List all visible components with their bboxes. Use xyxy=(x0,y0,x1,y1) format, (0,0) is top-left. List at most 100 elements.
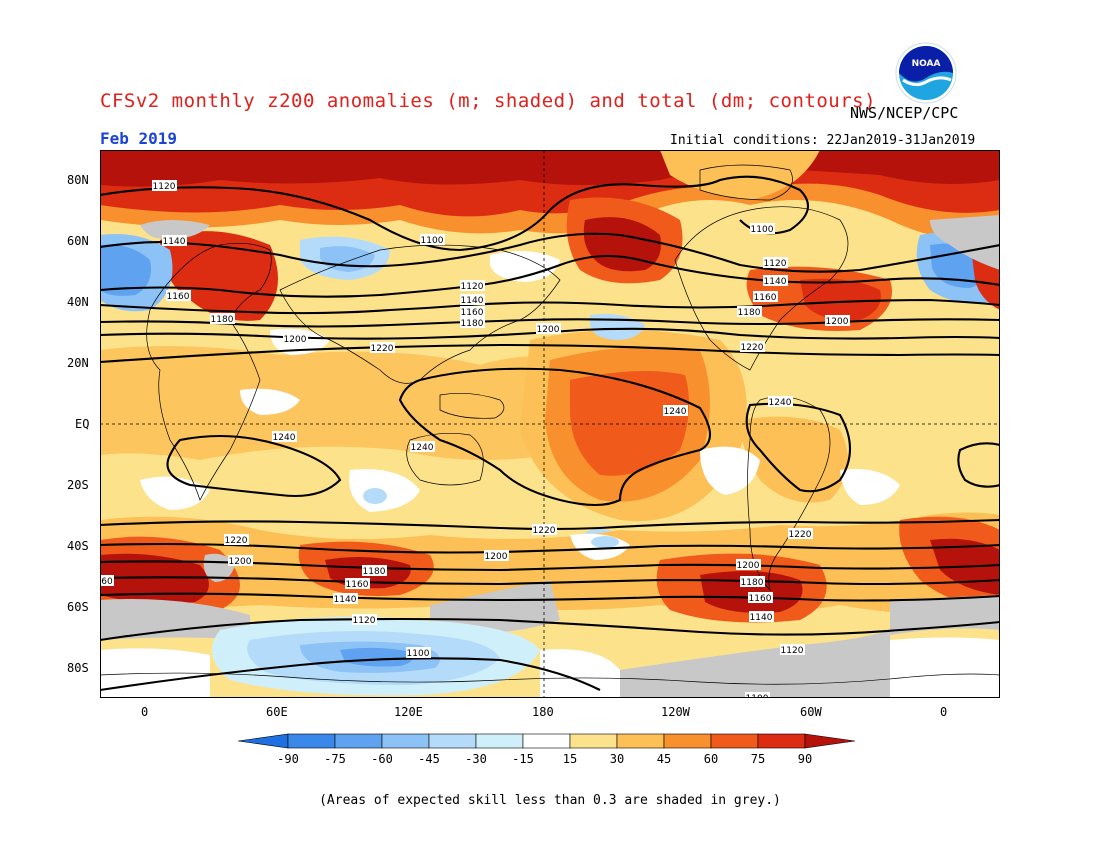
contour-label: 1220 xyxy=(532,524,557,536)
contour-label: 1220 xyxy=(224,534,249,546)
colorbar-box xyxy=(663,733,712,749)
contour-label: 1120 xyxy=(780,644,805,656)
colorbar-arrow-right xyxy=(804,733,856,749)
colorbar-box xyxy=(287,733,336,749)
lat-label: 60S xyxy=(67,600,89,614)
contour-label: 1200 xyxy=(283,333,308,345)
contour-label: 1160 xyxy=(753,291,778,303)
contour-label: 1120 xyxy=(352,614,377,626)
svg-text:1220: 1220 xyxy=(225,536,248,546)
colorbar-tick-label: 60 xyxy=(704,752,718,766)
colorbar-box xyxy=(616,733,665,749)
noaa-logo: NOAA xyxy=(895,42,957,104)
contour-label: 1120 xyxy=(763,257,788,269)
svg-text:1180: 1180 xyxy=(738,308,761,318)
svg-text:1120: 1120 xyxy=(461,282,484,292)
svg-text:1120: 1120 xyxy=(764,259,787,269)
svg-text:1220: 1220 xyxy=(371,344,394,354)
lon-label: 0 xyxy=(940,705,948,719)
lon-label: 0 xyxy=(141,705,149,719)
colorbar-tick-label: 15 xyxy=(563,752,577,766)
initial-conditions: Initial conditions: 22Jan2019-31Jan2019 xyxy=(670,133,976,148)
contour-label: 1160 xyxy=(748,592,773,604)
contour-label: 60 xyxy=(100,575,114,587)
lat-label: 80N xyxy=(67,173,89,187)
colorbar-box xyxy=(757,733,806,749)
skill-note: (Areas of expected skill less than 0.3 a… xyxy=(319,793,781,808)
svg-text:1240: 1240 xyxy=(664,407,687,417)
svg-text:1240: 1240 xyxy=(411,443,434,453)
contour-label: 1240 xyxy=(663,405,688,417)
contour-label: 1140 xyxy=(162,235,187,247)
svg-text:1160: 1160 xyxy=(167,292,190,302)
colorbar-tick-label: -90 xyxy=(277,752,299,766)
contour-label: 1100 xyxy=(745,692,770,698)
svg-text:1100: 1100 xyxy=(746,694,769,698)
colorbar-tick-label: 45 xyxy=(657,752,671,766)
contour-label: 1140 xyxy=(333,593,358,605)
colorbar-box xyxy=(710,733,759,749)
colorbar-tick-label: -45 xyxy=(418,752,440,766)
svg-text:1140: 1140 xyxy=(461,296,484,306)
lat-label: 20S xyxy=(67,478,89,492)
chart-title: CFSv2 monthly z200 anomalies (m; shaded)… xyxy=(100,90,877,112)
lat-label: 40N xyxy=(67,295,89,309)
contour-label: 1200 xyxy=(484,550,509,562)
contour-label: 1200 xyxy=(536,323,561,335)
svg-text:1140: 1140 xyxy=(334,595,357,605)
contour-label: 1140 xyxy=(749,611,774,623)
contour-label: 1200 xyxy=(736,559,761,571)
svg-text:1200: 1200 xyxy=(737,561,760,571)
colorbar-tick-label: 75 xyxy=(751,752,765,766)
contour-label: 1220 xyxy=(370,342,395,354)
lat-label: 80S xyxy=(67,661,89,675)
lon-label: 60W xyxy=(800,705,822,719)
contour-label: 1180 xyxy=(740,576,765,588)
lon-label: 60E xyxy=(266,705,288,719)
contour-label: 1240 xyxy=(272,431,297,443)
agency-label: NWS/NCEP/CPC xyxy=(850,104,959,122)
contour-label: 1100 xyxy=(750,223,775,235)
contour-label: 1120 xyxy=(152,180,177,192)
anomaly-map: 1120 1100 1100 1140 1120 1120 1160 1140 … xyxy=(100,150,1000,698)
svg-text:1200: 1200 xyxy=(284,335,307,345)
contour-label: 1180 xyxy=(737,306,762,318)
contour-label: 1160 xyxy=(345,578,370,590)
contour-label: 1240 xyxy=(410,441,435,453)
svg-text:1240: 1240 xyxy=(769,398,792,408)
contour-label: 1180 xyxy=(362,565,387,577)
lat-label: 20N xyxy=(67,356,89,370)
contour-label: 1140 xyxy=(763,275,788,287)
svg-text:1140: 1140 xyxy=(163,237,186,247)
svg-text:1200: 1200 xyxy=(537,325,560,335)
lon-label: 180 xyxy=(532,705,554,719)
svg-text:1100: 1100 xyxy=(751,225,774,235)
contour-label: 1160 xyxy=(460,306,485,318)
lat-label: 60N xyxy=(67,234,89,248)
lon-label: 120E xyxy=(394,705,423,719)
lat-label: 40S xyxy=(67,539,89,553)
svg-text:1220: 1220 xyxy=(741,343,764,353)
contour-label: 1200 xyxy=(228,555,253,567)
contour-label: 1220 xyxy=(740,341,765,353)
contour-label: 1160 xyxy=(166,290,191,302)
contour-label: 1240 xyxy=(768,396,793,408)
svg-text:1100: 1100 xyxy=(407,649,430,659)
svg-text:1200: 1200 xyxy=(826,317,849,327)
colorbar-tick-label: -15 xyxy=(512,752,534,766)
lon-label: 120W xyxy=(661,705,690,719)
contour-label: 1220 xyxy=(788,528,813,540)
svg-text:1180: 1180 xyxy=(461,319,484,329)
svg-text:1160: 1160 xyxy=(754,293,777,303)
lat-label: EQ xyxy=(75,417,90,431)
colorbar-box xyxy=(334,733,383,749)
colorbar-tick-label: -60 xyxy=(371,752,393,766)
svg-text:1220: 1220 xyxy=(789,530,812,540)
colorbar-box xyxy=(522,733,571,749)
colorbar-tick-label: -30 xyxy=(465,752,487,766)
colorbar-tick-label: 90 xyxy=(798,752,812,766)
svg-text:1240: 1240 xyxy=(273,433,296,443)
svg-text:60: 60 xyxy=(101,577,113,587)
svg-text:1160: 1160 xyxy=(346,580,369,590)
logo-text: NOAA xyxy=(912,59,941,69)
